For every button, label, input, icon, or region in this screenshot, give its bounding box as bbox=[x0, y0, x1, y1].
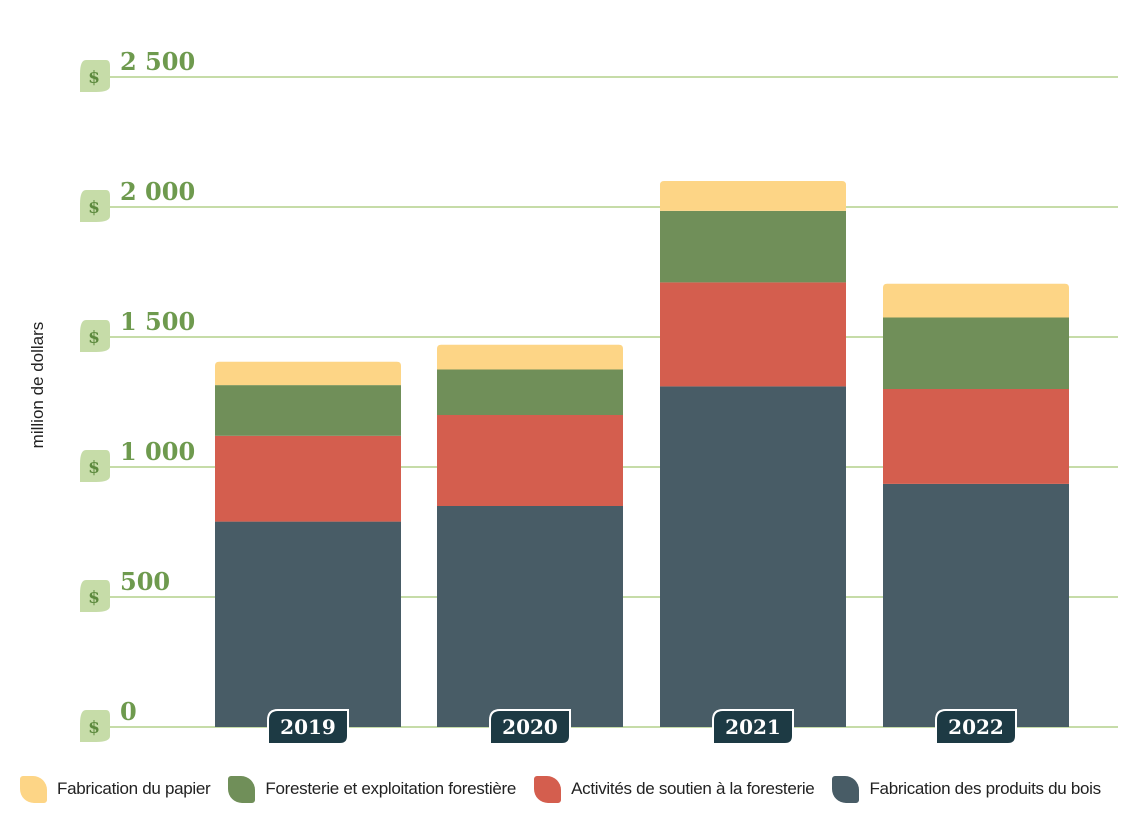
dollar-sign: $ bbox=[88, 718, 100, 738]
y-tick: $1 000 bbox=[80, 437, 195, 482]
bar-segment bbox=[215, 435, 401, 522]
legend-label: Activités de soutien à la foresterie bbox=[571, 779, 815, 798]
dollar-badge bbox=[80, 60, 110, 92]
bar-segment bbox=[660, 210, 846, 283]
y-tick: $0 bbox=[80, 697, 137, 742]
y-tick-label: 500 bbox=[120, 567, 170, 596]
x-tick-label: 2020 bbox=[502, 715, 558, 739]
bar-segment bbox=[437, 415, 623, 506]
dollar-sign: $ bbox=[88, 458, 100, 478]
dollar-badge bbox=[80, 710, 110, 742]
legend-item: Activités de soutien à la foresterie bbox=[534, 775, 815, 803]
bar-segment bbox=[883, 317, 1069, 389]
x-tick-label: 2019 bbox=[280, 715, 336, 739]
y-tick: $2 500 bbox=[80, 47, 195, 92]
y-axis-label: million de dollars bbox=[28, 322, 47, 449]
legend-swatch bbox=[20, 775, 47, 803]
year-badge bbox=[935, 709, 1017, 745]
legend-label: Foresterie et exploitation forestière bbox=[265, 779, 517, 798]
x-tick-label: 2021 bbox=[725, 715, 781, 739]
legend-label: Fabrication des produits du bois bbox=[869, 779, 1101, 798]
bar-stack-2022 bbox=[883, 283, 1069, 727]
bar-segment bbox=[883, 389, 1069, 484]
dollar-badge bbox=[80, 580, 110, 612]
legend-label: Fabrication du papier bbox=[57, 779, 211, 798]
y-tick-label: 1 500 bbox=[120, 307, 195, 336]
legend-swatch bbox=[832, 775, 860, 803]
bar-segment bbox=[660, 181, 846, 211]
y-tick-label: 0 bbox=[120, 697, 137, 726]
dollar-sign: $ bbox=[88, 68, 100, 88]
x-tick-2022: 2022 bbox=[935, 709, 1017, 745]
bar-stack-2019 bbox=[215, 361, 401, 727]
year-badge bbox=[489, 709, 571, 745]
y-tick-label: 1 000 bbox=[120, 437, 195, 466]
legend-item: Fabrication du papier bbox=[20, 775, 211, 803]
y-axis-ticks: $0$500$1 000$1 500$2 000$2 500 bbox=[80, 47, 195, 742]
legend-item: Fabrication des produits du bois bbox=[832, 775, 1101, 803]
year-badge bbox=[712, 709, 794, 745]
dollar-sign: $ bbox=[88, 198, 100, 218]
bars bbox=[215, 181, 1069, 727]
dollar-badge bbox=[80, 190, 110, 222]
bar-segment bbox=[215, 361, 401, 386]
bar-segment bbox=[660, 282, 846, 387]
y-tick-label: 2 000 bbox=[120, 177, 195, 206]
bar-segment bbox=[883, 483, 1069, 727]
bar-segment bbox=[437, 506, 623, 727]
x-tick-label: 2022 bbox=[948, 715, 1004, 739]
dollar-sign: $ bbox=[88, 328, 100, 348]
bar-stack-2020 bbox=[437, 344, 623, 727]
x-axis-labels: 2019 2020 2021 2022 bbox=[267, 709, 1017, 745]
bar-segment bbox=[883, 283, 1069, 318]
legend-swatch bbox=[534, 775, 562, 803]
year-badge bbox=[267, 709, 349, 745]
bar-segment bbox=[437, 369, 623, 415]
dollar-badge bbox=[80, 450, 110, 482]
bar-segment bbox=[437, 344, 623, 370]
y-tick: $1 500 bbox=[80, 307, 195, 352]
legend-swatch bbox=[228, 775, 256, 803]
y-tick: $500 bbox=[80, 567, 170, 612]
dollar-sign: $ bbox=[88, 588, 100, 608]
y-tick: $2 000 bbox=[80, 177, 195, 222]
bar-segment bbox=[215, 521, 401, 727]
x-tick-2020: 2020 bbox=[489, 709, 571, 745]
legend: Fabrication du papier Foresterie et explo… bbox=[20, 772, 1130, 806]
legend-item: Foresterie et exploitation forestière bbox=[228, 775, 517, 803]
x-tick-2019: 2019 bbox=[267, 709, 349, 745]
bar-stack-2021 bbox=[660, 181, 846, 727]
x-tick-2021: 2021 bbox=[712, 709, 794, 745]
bar-segment bbox=[215, 385, 401, 436]
dollar-badge bbox=[80, 320, 110, 352]
y-tick-label: 2 500 bbox=[120, 47, 195, 76]
bar-segment bbox=[660, 386, 846, 727]
